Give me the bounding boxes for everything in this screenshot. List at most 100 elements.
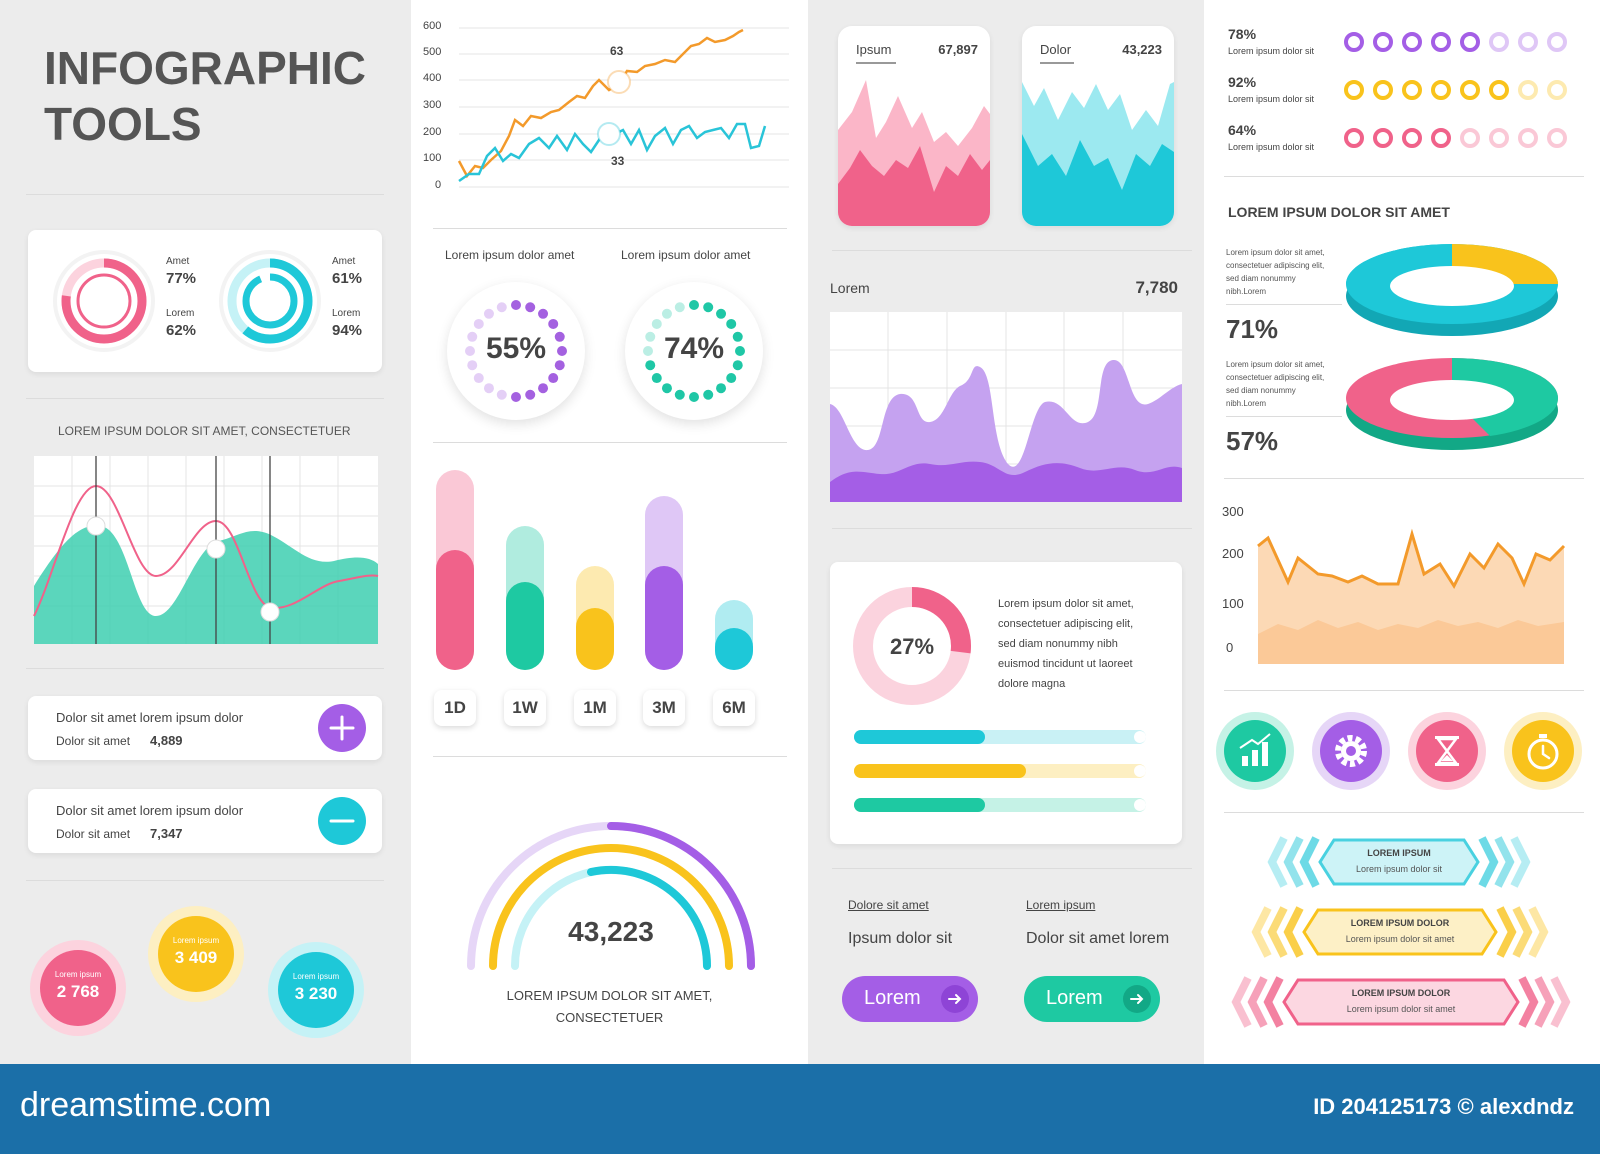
- ring-dot: [496, 302, 507, 313]
- ring-text-line: consectetuer adipiscing elit,: [1226, 261, 1325, 270]
- pie-text-line: euismod tincidunt ut laoreet: [998, 658, 1133, 670]
- dot-row-dot: [1518, 32, 1538, 52]
- progress-track: [854, 798, 1146, 812]
- icon-button-stopwatch[interactable]: [1504, 712, 1582, 790]
- button-label: Lorem: [864, 987, 921, 1009]
- mini-card-label: Ipsum: [856, 42, 892, 57]
- dot-row-dot: [1344, 128, 1364, 148]
- dot-row-label: Lorem ipsum dolor sit: [1228, 94, 1315, 104]
- divider: [433, 228, 787, 229]
- dot-ring-purple: 55%: [447, 282, 585, 420]
- dot-row-dot: [1547, 80, 1567, 100]
- arrow-right-icon: [941, 985, 969, 1013]
- add-button[interactable]: [318, 704, 366, 752]
- icon-button-hourglass[interactable]: [1408, 712, 1486, 790]
- ring-dot: [732, 331, 743, 342]
- icon-button-bar-chart[interactable]: [1216, 712, 1294, 790]
- dot-row-dot: [1460, 32, 1480, 52]
- dot-row-dot: [1431, 80, 1451, 100]
- pink-bottom-value: 62%: [166, 322, 197, 339]
- dot-row-dot: [1460, 80, 1480, 100]
- progress-knob[interactable]: [1134, 799, 1146, 811]
- dot-row-label: Lorem ipsum dolor sit: [1228, 46, 1315, 56]
- bubble-value: 2 768: [56, 982, 100, 1001]
- dot-row-dot: [1518, 80, 1538, 100]
- banner-chevrons: [1267, 836, 1531, 888]
- ring-dot: [467, 360, 478, 371]
- divider: [1224, 690, 1584, 691]
- dot-row-dot: [1344, 80, 1364, 100]
- ring-dot: [661, 308, 672, 319]
- mini-card-area: [838, 80, 990, 226]
- area-chart-label: Lorem: [830, 280, 870, 296]
- footer-site: dreamstime.com: [20, 1086, 272, 1124]
- banner-subtitle: Lorem ipsum dolor sit: [1355, 864, 1443, 874]
- ring-3d-cyan-yellow: [1346, 244, 1558, 336]
- ring-dot: [548, 318, 559, 329]
- area-chart: [830, 312, 1182, 502]
- ring-dot: [483, 383, 494, 394]
- ring-dot: [651, 318, 662, 329]
- banner-title: LOREM IPSUM DOLOR: [1351, 988, 1451, 998]
- ring-dot: [538, 308, 549, 319]
- banner[interactable]: LOREM IPSUM DOLOR Lorem ipsum dolor sit a…: [1251, 904, 1549, 960]
- progress-fill: [854, 764, 1027, 778]
- bubble-value: 3 409: [174, 948, 218, 967]
- lorem-button-green[interactable]: Lorem: [1024, 976, 1160, 1022]
- gauge-value: 43,223: [568, 916, 654, 947]
- ring-dot: [726, 318, 737, 329]
- tab-6m[interactable]: 6M: [713, 690, 755, 726]
- dot-row-value: 92%: [1228, 74, 1257, 90]
- bubble-label: Lorem ipsum: [292, 972, 340, 981]
- remove-button[interactable]: [318, 797, 366, 845]
- stat-row-value: 4,889: [150, 733, 183, 748]
- progress-track: [854, 730, 1146, 744]
- dot-row-dot: [1489, 32, 1509, 52]
- ring-dot: [473, 373, 484, 384]
- tab-3m[interactable]: 3M: [643, 690, 685, 726]
- divider: [26, 668, 384, 669]
- dot-row-dot: [1373, 80, 1393, 100]
- pie-text-line: consectetuer adipiscing elit,: [998, 618, 1134, 630]
- column-second: 600 500 400 300 200 100 0 63 33 Lorem ip…: [411, 0, 808, 1064]
- ring-dot: [689, 392, 699, 402]
- tab-1d[interactable]: 1D: [434, 690, 476, 726]
- wave-chart: [33, 456, 379, 644]
- ring-dot: [674, 302, 685, 313]
- dot-ring-graphic: [643, 300, 745, 402]
- progress-knob[interactable]: [1134, 765, 1146, 777]
- action-text: Ipsum dolor sit: [848, 930, 953, 947]
- ring-dot: [716, 383, 727, 394]
- dot-ring-caption: Lorem ipsum dolor amet: [621, 248, 751, 262]
- area-chart-value: 7,780: [1135, 278, 1178, 297]
- tab-1m[interactable]: 1M: [574, 690, 616, 726]
- icon-button-gear[interactable]: [1312, 712, 1390, 790]
- divider: [26, 398, 384, 399]
- dot-row-dot: [1547, 32, 1567, 52]
- y-tick: 200: [1222, 546, 1244, 561]
- y-tick: 600: [423, 20, 442, 32]
- y-tick: 300: [1222, 504, 1244, 519]
- gauge: 43,223: [451, 786, 771, 976]
- progress-knob[interactable]: [1134, 731, 1146, 743]
- banner[interactable]: LOREM IPSUM DOLOR Lorem ipsum dolor sit a…: [1231, 974, 1571, 1030]
- y-tick: 100: [423, 152, 442, 164]
- banner[interactable]: LOREM IPSUM Lorem ipsum dolor sit: [1267, 834, 1531, 890]
- stat-row-2: Dolor sit amet lorem ipsum dolor Dolor s…: [28, 789, 382, 853]
- stat-row-title: Dolor sit amet lorem ipsum dolor: [56, 710, 244, 725]
- ring-value: 57%: [1226, 426, 1279, 456]
- cyan-bottom-value: 94%: [332, 322, 363, 339]
- lorem-button-purple[interactable]: Lorem: [842, 976, 978, 1022]
- tab-1w[interactable]: 1W: [504, 690, 546, 726]
- plus-icon: [329, 715, 355, 741]
- divider: [1224, 478, 1584, 479]
- pie-text-line: dolore magna: [998, 678, 1066, 690]
- pie-ring: [853, 587, 971, 705]
- pie-text-line: Lorem ipsum dolor sit amet,: [998, 598, 1134, 610]
- ring-text-line: nibh.Lorem: [1226, 287, 1267, 296]
- y-tick: 200: [423, 126, 442, 138]
- bubble-pink: Lorem ipsum 2 768: [30, 940, 126, 1036]
- bar-chart-icon: [1239, 733, 1271, 766]
- divider: [1226, 416, 1342, 417]
- ring-text-line: sed diam nonummy: [1226, 386, 1296, 395]
